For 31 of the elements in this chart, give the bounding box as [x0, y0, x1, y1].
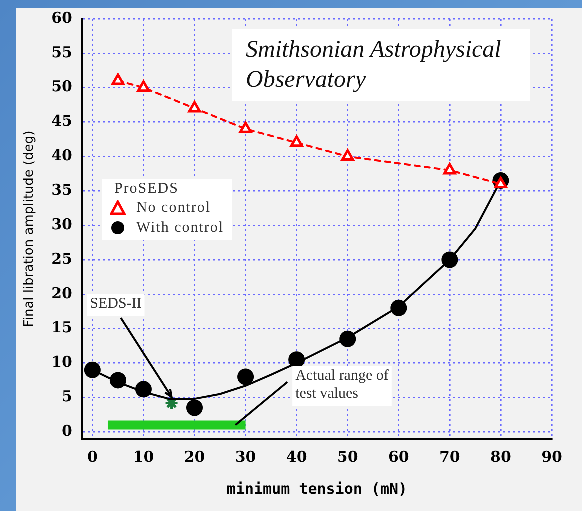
x-tick-label: 50 — [337, 448, 358, 466]
annotation: SEDS-II — [90, 296, 142, 312]
y-tick-label: 0 — [62, 422, 72, 440]
x-tick-label: 70 — [439, 448, 460, 466]
legend-title: ProSEDS — [113, 180, 180, 198]
x-tick-label: 10 — [133, 448, 154, 466]
y-tick-label: 50 — [52, 78, 72, 96]
y-axis-title: Final libration amplitude (deg) — [22, 130, 38, 328]
y-tick-label: 45 — [52, 112, 72, 130]
x-tick-label: 80 — [490, 448, 512, 466]
x-tick-label: 40 — [286, 448, 308, 466]
y-tick-label: 15 — [52, 318, 72, 337]
x-tick-label: 20 — [184, 448, 206, 466]
x-tick-label: 0 — [87, 448, 98, 466]
y-tick-label: 35 — [52, 181, 72, 200]
x-axis-title: minimum tension (mN) — [226, 480, 408, 498]
y-tick-label: 10 — [52, 353, 72, 372]
annotation: Actual range of test values — [296, 368, 389, 402]
y-tick-label: 40 — [52, 146, 72, 165]
y-tick-label: 55 — [52, 43, 72, 62]
legend-label: With control — [136, 218, 224, 238]
y-tick-label: 25 — [52, 250, 72, 268]
y-tick-label: 5 — [62, 388, 72, 406]
annotation: Smithsonian Astrophysical Observatory — [232, 29, 530, 101]
x-tick-label: 60 — [388, 448, 410, 466]
y-tick-label: 30 — [52, 215, 72, 234]
x-tick-label: 90 — [542, 448, 562, 466]
y-tick-label: 20 — [52, 284, 72, 302]
x-tick-label: 30 — [235, 448, 256, 466]
legend-label: No control — [136, 198, 212, 218]
y-tick-label: 60 — [52, 8, 72, 27]
